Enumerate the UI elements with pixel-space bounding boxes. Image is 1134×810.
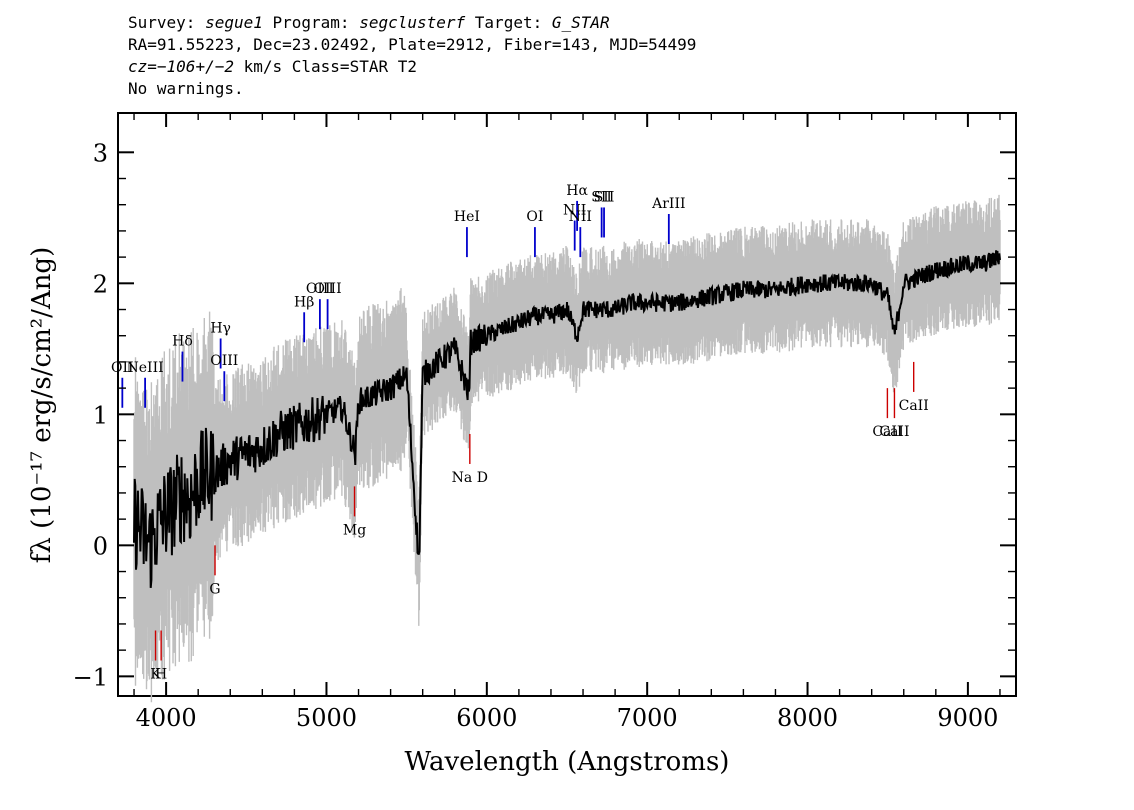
header-line-1: Survey: segue1 Program: segclusterf Targ… (128, 12, 696, 34)
flux-line (133, 250, 1001, 588)
y-tick-label: 3 (93, 139, 108, 167)
absorption-line-label: CaII (899, 398, 929, 414)
x-tick-label: 4000 (136, 704, 197, 732)
emission-line-label: SII (591, 189, 612, 205)
x-tick-label: 9000 (937, 704, 998, 732)
spectrum-header: Survey: segue1 Program: segclusterf Targ… (128, 12, 696, 100)
survey-label: Survey: (128, 13, 206, 32)
y-tick-label: 2 (93, 270, 108, 298)
flux-layer (133, 250, 1001, 588)
emission-line-label: ArIII (651, 196, 685, 212)
absorption-line-label: H (155, 666, 167, 682)
emission-line-label: OIII (306, 281, 334, 297)
absorption-line-label: Na D (452, 470, 488, 486)
header-line-2: RA=91.55223, Dec=23.02492, Plate=2912, F… (128, 35, 697, 54)
cz-value: −106+/−2 (156, 57, 234, 76)
emission-line-label: SII (594, 189, 615, 205)
x-tick-label: 6000 (456, 704, 517, 732)
program-label: Program: (262, 13, 360, 32)
absorption-line-label: Mg (343, 522, 366, 538)
y-axis-title: fλ (10⁻¹⁷ erg/s/cm²/Ang) (27, 247, 57, 563)
y-tick-label: −1 (73, 663, 108, 691)
cz-label: cz= (128, 57, 157, 76)
header-line-3: cz=−106+/−2 km/s Class=STAR T2 (128, 56, 696, 78)
axes-layer: 4000 5000 6000 7000 8000 9000 −1 0 1 2 3 (73, 113, 1016, 732)
emission-line-label: NII (563, 203, 586, 219)
absorption-line-label: CaII (879, 424, 909, 440)
x-tick-label: 5000 (296, 704, 357, 732)
emission-line-label: Hγ (210, 320, 231, 336)
x-tick-label: 8000 (777, 704, 838, 732)
absorption-line-label: CaII (872, 424, 902, 440)
emission-line-label: NeIII (127, 360, 164, 376)
survey-value: segue1 (205, 13, 263, 32)
emission-line-label: Hα (566, 183, 588, 199)
emission-line-label: Hβ (294, 294, 314, 310)
emission-line-label: OIII (314, 281, 342, 297)
x-tick-label: 7000 (617, 704, 678, 732)
y-tick-label: 0 (93, 532, 108, 560)
absorption-line-label: K (150, 666, 161, 682)
absorption-line-label: G (209, 581, 220, 597)
emission-line-label: OIII (210, 353, 238, 369)
emission-line-label: OII (111, 360, 134, 376)
emission-line-label: HeI (454, 209, 480, 225)
emission-line-label: NII (569, 209, 592, 225)
plot-frame (117, 112, 1017, 697)
program-value: segclusterf (359, 13, 466, 32)
header-line-4: No warnings. (128, 79, 244, 98)
y-tick-label: 1 (93, 401, 108, 429)
target-label: Target: (465, 13, 552, 32)
x-axis-title: Wavelength (Angstroms) (405, 747, 730, 777)
emission-line-label: OI (526, 209, 543, 225)
class-text: km/s Class=STAR T2 (233, 57, 417, 76)
target-value: G_STAR (551, 13, 610, 32)
emission-line-label: Hδ (172, 334, 193, 350)
